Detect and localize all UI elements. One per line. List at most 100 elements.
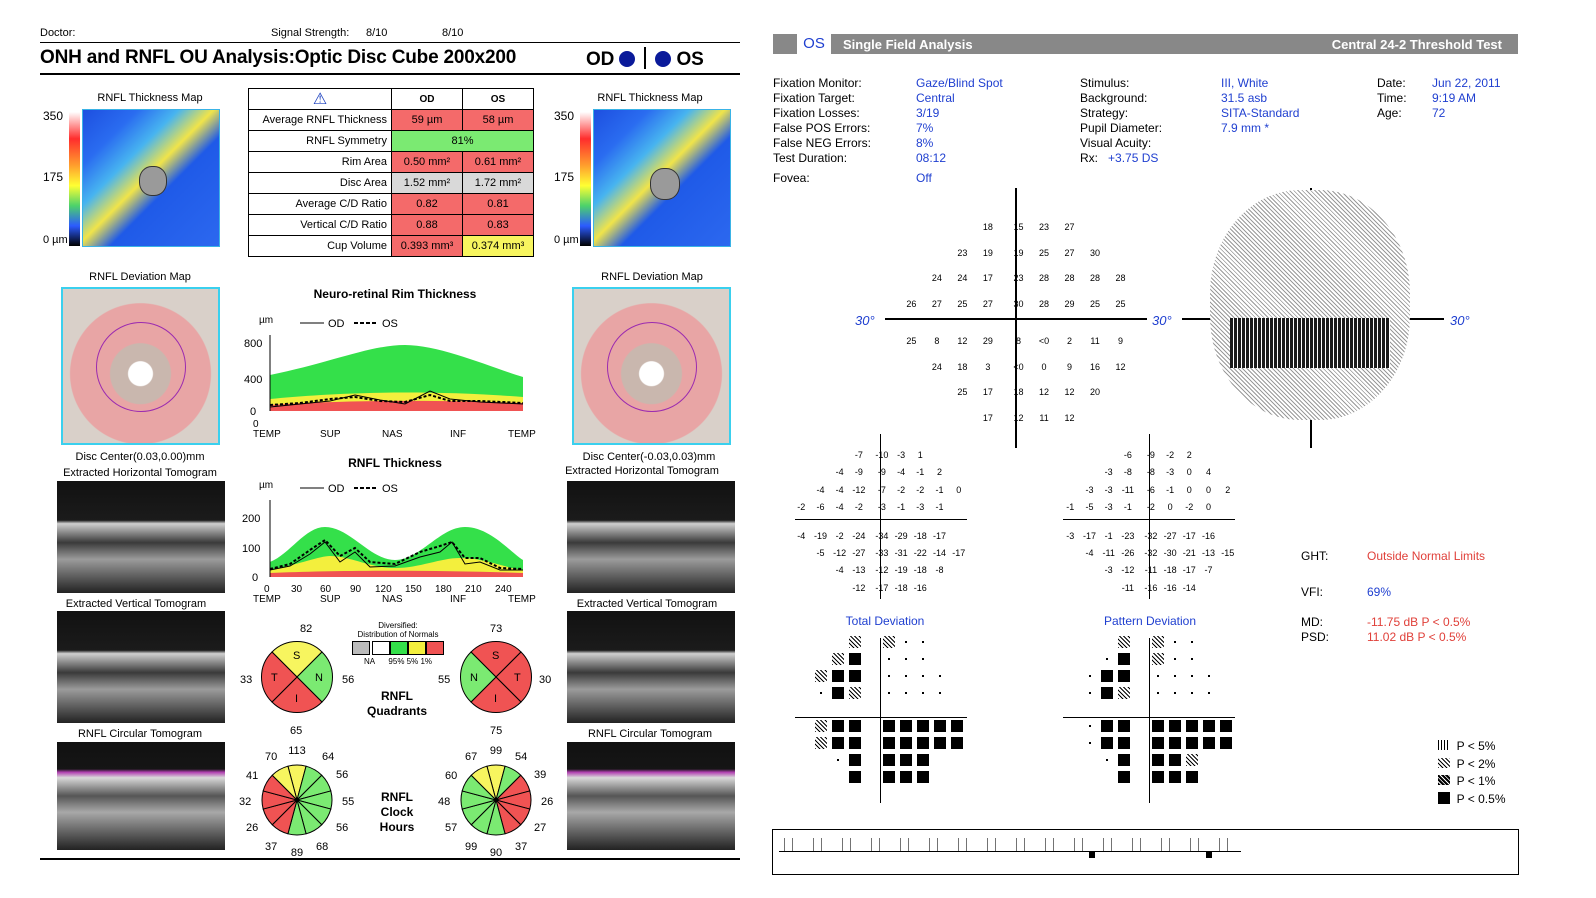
clock-label-3: Hours [380, 820, 415, 834]
pd-value: -14 [1182, 582, 1196, 593]
prob-symbol [1152, 653, 1164, 665]
prob-symbol [849, 636, 861, 648]
prob-symbol [1157, 692, 1159, 694]
pd-value: 2 [1225, 484, 1231, 495]
row-label: Average C/D Ratio [248, 193, 392, 215]
prob-symbol [815, 737, 827, 749]
legend-1: 1% [420, 657, 433, 666]
td-value: -18 [913, 565, 927, 576]
prob-symbol [1118, 754, 1130, 766]
pd-value: -2 [1166, 450, 1175, 461]
vfi-value: 69% [1367, 585, 1392, 599]
od-clock-10: 41 [246, 770, 258, 782]
threshold-value: 27 [1064, 222, 1075, 232]
threshold-value: 27 [982, 298, 993, 309]
rnfl-xtick: NAS [382, 594, 403, 605]
prob-symbol [900, 754, 912, 766]
prob-symbol [849, 771, 861, 783]
td-value: -2 [854, 501, 863, 512]
info-key: Background: [1080, 91, 1148, 105]
prob-symbol [1203, 737, 1215, 749]
cell-od: 0.82 [391, 193, 463, 215]
prob-symbol [815, 720, 827, 732]
od-circular-tomogram [57, 742, 225, 850]
prob-symbol [1089, 675, 1091, 677]
clock-label-2: Clock [381, 805, 414, 819]
info-col1-keys: Fixation Monitor: Fixation Target: Fixat… [773, 76, 871, 186]
od-clock-11: 70 [265, 751, 277, 763]
pd-value: -17 [1182, 565, 1196, 576]
prob-symbol [934, 720, 946, 732]
pd-value: -18 [1163, 565, 1177, 576]
os-clock-2: 39 [534, 769, 546, 781]
rim-ytick: 400 [244, 374, 262, 386]
rnfl-xnum: 0 [264, 584, 270, 595]
pd-value: -30 [1163, 548, 1177, 559]
threshold-value: 17 [982, 387, 993, 397]
grayscale-map [1210, 190, 1410, 420]
prob-symbol [1191, 692, 1193, 694]
vfi-key: VFI: [1301, 585, 1324, 599]
os-quadrant-pie: S N I T [459, 640, 533, 714]
prob-symbol [837, 759, 839, 761]
rnfl-xnum: 30 [291, 584, 303, 595]
os-vertical-tomogram [567, 611, 735, 723]
od-thickness-map-label: RNFL Thickness Map [97, 92, 203, 104]
pd-value: 0 [1167, 501, 1173, 512]
gaze-mark [1089, 852, 1095, 858]
cell-od: 0.393 mm³ [391, 235, 463, 257]
prob-symbol [815, 670, 827, 682]
threshold-value: 28 [1115, 273, 1126, 283]
cell-both: 81% [391, 130, 534, 152]
prob-symbol [1191, 675, 1193, 677]
legend-title-2: Distribution of Normals [357, 630, 439, 639]
rnfl-xnum: 180 [435, 584, 452, 595]
pd-value: -2 [1185, 501, 1194, 512]
pd-value: -15 [1221, 548, 1235, 559]
rim-ytick: 800 [244, 338, 262, 350]
rx-key: Rx: [1080, 151, 1098, 165]
prob-symbol [1106, 658, 1108, 660]
threshold-value: 0 [1041, 361, 1047, 372]
pd-value: -23 [1121, 531, 1135, 541]
md-value: -11.75 dB P < 0.5% [1367, 615, 1471, 629]
os-label: OS [676, 49, 704, 70]
threshold-value: 17 [982, 412, 993, 423]
prob-symbol [1118, 653, 1130, 665]
threshold-value: 2 [1067, 336, 1073, 346]
threshold-value: 12 [1064, 412, 1075, 423]
threshold-value: 25 [906, 336, 917, 346]
td-value: -2 [797, 501, 806, 512]
info-key: Test Duration: [773, 151, 848, 165]
od-label: OD [586, 49, 615, 70]
od-q-n [296, 651, 334, 703]
pd-value: -11 [1121, 484, 1135, 495]
rim-abnormal-band [270, 400, 523, 411]
prob-symbol [1089, 692, 1091, 694]
threshold-value: 30 [1090, 247, 1101, 258]
sfa-eye: OS [797, 34, 831, 54]
td-value: -4 [835, 501, 844, 512]
info-col3-keys: Date: Time: Age: [1377, 76, 1407, 121]
rnfl-ytick: 100 [242, 543, 260, 555]
rnfl-legend-os: OS [382, 483, 398, 495]
threshold-deg-right: 30° [1152, 313, 1172, 328]
info-value: 08:12 [916, 151, 947, 165]
prob-symbol [1157, 675, 1159, 677]
col-od: OD [391, 88, 463, 110]
rnfl-xtick: INF [450, 594, 466, 605]
table-row: Cup Volume 0.393 mm³ 0.374 mm³ [248, 235, 534, 257]
rnfl-xtick: TEMP [508, 594, 536, 605]
threshold-value: 25 [1039, 247, 1050, 258]
prob-symbol [905, 658, 907, 660]
rim-xtick: INF [450, 429, 466, 440]
od-clock-9: 32 [239, 796, 251, 808]
td-value: 1 [917, 450, 923, 461]
od-q-t-val: 33 [240, 674, 252, 686]
td-value: -17 [933, 531, 947, 541]
td-value: -17 [952, 548, 966, 559]
od-clock-4: 56 [336, 822, 348, 834]
td-value: -19 [894, 565, 908, 576]
p05-icon [1438, 791, 1450, 804]
pd-value: -1 [1166, 484, 1175, 495]
